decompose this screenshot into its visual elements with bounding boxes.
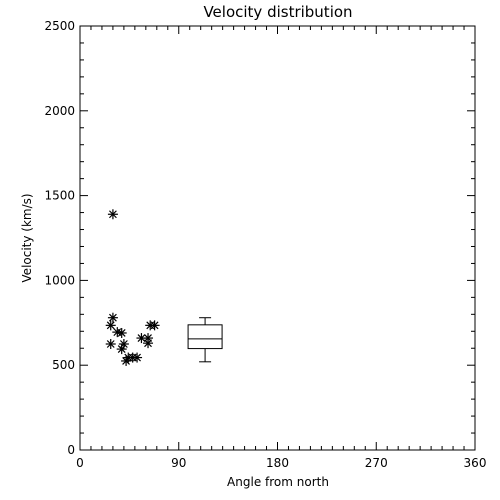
y-tick-label: 2000 <box>44 104 75 118</box>
y-tick-label: 0 <box>67 443 75 457</box>
scatter-point <box>105 320 116 331</box>
scatter-point <box>132 352 143 363</box>
scatter-point <box>107 209 118 220</box>
scatter-point <box>143 338 154 349</box>
x-tick-label: 90 <box>171 456 186 470</box>
scatter-point <box>116 344 127 355</box>
x-tick-label: 360 <box>464 456 487 470</box>
scatter-point <box>149 320 160 331</box>
scatter-point <box>105 339 116 349</box>
chart-title: Velocity distribution <box>203 3 352 21</box>
scatter-point <box>107 312 118 323</box>
axis-tick-labels: 0 90 180 270 360 0 500 1000 1500 2000 2500 <box>44 19 486 470</box>
plot-frame <box>79 25 476 451</box>
y-tick-label: 2500 <box>44 19 75 33</box>
velocity-boxplot <box>187 317 223 363</box>
box-iqr <box>187 324 223 350</box>
scatter-point <box>136 333 147 344</box>
scatter-point <box>121 355 132 366</box>
x-tick-label: 270 <box>365 456 388 470</box>
y-tick-label: 1500 <box>44 189 75 203</box>
y-axis-label: Velocity (km/s) <box>20 193 34 282</box>
axis-ticks <box>79 25 476 451</box>
x-axis-label: Angle from north <box>227 475 329 489</box>
y-tick-label: 1000 <box>44 273 75 287</box>
scatter-point <box>116 327 127 338</box>
x-tick-label: 0 <box>76 456 84 470</box>
x-tick-label: 180 <box>266 456 289 470</box>
y-tick-label: 500 <box>52 358 75 372</box>
scatter-points <box>105 209 160 366</box>
